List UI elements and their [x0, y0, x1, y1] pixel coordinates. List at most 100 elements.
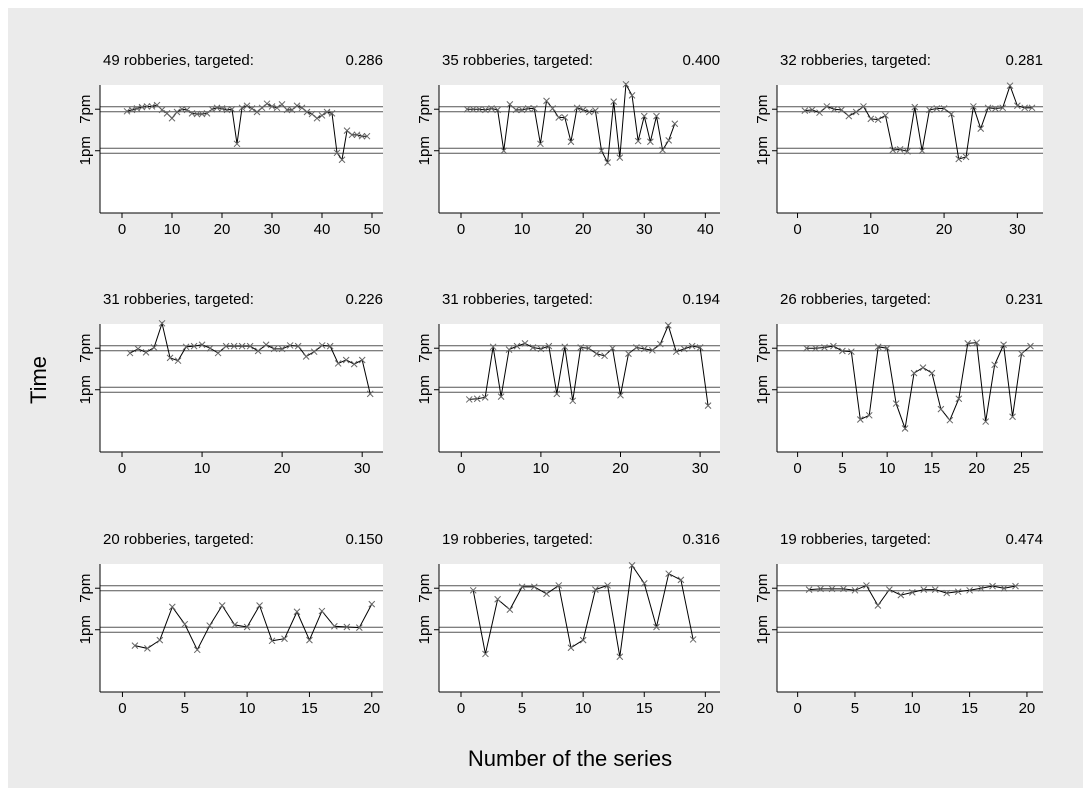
point-marker [648, 346, 656, 354]
point-marker [294, 342, 302, 350]
point-marker [133, 105, 141, 112]
point-marker [801, 107, 809, 114]
point-marker [616, 653, 624, 661]
point-marker [653, 112, 660, 120]
point-marker [628, 562, 636, 569]
point-marker [253, 108, 261, 116]
point-marker [173, 108, 181, 116]
x-tick-label: 0 [793, 460, 801, 477]
point-marker [489, 343, 497, 351]
point-marker [889, 146, 897, 154]
point-marker [298, 104, 306, 112]
point-marker [808, 106, 816, 114]
point-marker [348, 131, 356, 139]
point-marker [962, 153, 970, 161]
x-tick-label: 15 [924, 460, 941, 477]
point-marker [852, 108, 860, 116]
x-tick-label: 20 [936, 221, 953, 238]
point-marker [308, 110, 316, 118]
plot-area [100, 324, 383, 452]
point-marker [823, 103, 831, 110]
point-marker [494, 106, 501, 114]
x-tick-label: 10 [575, 700, 592, 717]
y-axis-label: Time [26, 356, 51, 404]
targeted-share: 0.194 [682, 291, 720, 308]
point-marker [206, 344, 214, 352]
point-marker [190, 342, 198, 350]
point-marker [585, 344, 593, 352]
point-marker [592, 107, 599, 114]
panel-title: 19 robberies, targeted: [442, 531, 593, 548]
x-tick-label: 0 [118, 700, 126, 717]
point-marker [593, 350, 600, 358]
point-marker [208, 105, 216, 113]
point-marker [918, 147, 926, 155]
point-marker [343, 623, 351, 631]
plot-area [100, 85, 383, 213]
y-tick-label: 7pm [416, 95, 433, 124]
point-marker [937, 405, 945, 413]
point-marker [704, 402, 712, 409]
point-marker [256, 602, 263, 609]
y-tick-label: 7pm [416, 334, 433, 363]
x-tick-label: 5 [518, 700, 526, 717]
point-marker [505, 346, 513, 353]
point-marker [928, 369, 936, 377]
point-marker [174, 357, 182, 365]
point-marker [1009, 413, 1016, 421]
point-marker [688, 342, 696, 350]
y-tick-label: 1pm [754, 136, 771, 165]
panel: 20 robberies, targeted: 0.150 1pm 7pm 0 5 10 15… [77, 531, 383, 717]
x-tick-label: 0 [457, 460, 465, 477]
point-marker [545, 342, 553, 350]
point-marker [838, 106, 845, 114]
point-marker [168, 114, 176, 122]
point-marker [258, 104, 266, 112]
x-tick-label: 0 [118, 221, 126, 238]
point-marker [270, 345, 278, 353]
point-marker [897, 591, 905, 599]
point-marker [482, 106, 489, 114]
x-tick-label: 20 [968, 460, 985, 477]
x-tick-label: 50 [364, 221, 381, 238]
point-marker [610, 98, 618, 105]
point-marker [677, 576, 685, 584]
x-tick-label: 10 [533, 460, 550, 477]
point-marker [281, 635, 288, 643]
targeted-share: 0.286 [345, 52, 383, 69]
point-marker [222, 342, 230, 350]
point-marker [302, 353, 310, 360]
point-marker [847, 348, 855, 356]
point-marker [851, 586, 859, 594]
point-marker [268, 637, 276, 645]
point-marker [549, 105, 556, 112]
point-marker [278, 345, 286, 353]
series-line [806, 342, 1031, 431]
point-marker [214, 349, 222, 357]
point-marker [243, 102, 251, 110]
point-marker [254, 347, 262, 355]
point-marker [530, 105, 538, 112]
point-marker [1027, 342, 1034, 350]
point-marker [358, 356, 366, 364]
point-marker [892, 400, 900, 407]
point-marker [656, 340, 664, 348]
point-marker [856, 416, 864, 423]
point-marker [543, 590, 550, 598]
panel: 26 robberies, targeted: 0.231 1pm 7pm 0 5 10 15… [754, 291, 1043, 477]
point-marker [166, 354, 174, 362]
x-tick-label: 0 [118, 460, 126, 477]
point-marker [228, 105, 236, 113]
point-marker [313, 114, 321, 122]
point-marker [946, 416, 954, 424]
x-tick-label: 30 [692, 460, 709, 477]
panel: 19 robberies, targeted: 0.316 1pm 7pm 0 5 10 15… [416, 531, 720, 717]
y-tick-label: 7pm [416, 574, 433, 603]
point-marker [218, 602, 226, 609]
point-marker [310, 348, 318, 356]
point-marker [334, 360, 342, 367]
x-tick-label: 10 [879, 460, 896, 477]
targeted-share: 0.150 [345, 531, 383, 548]
point-marker [238, 104, 246, 112]
point-marker [579, 106, 587, 114]
